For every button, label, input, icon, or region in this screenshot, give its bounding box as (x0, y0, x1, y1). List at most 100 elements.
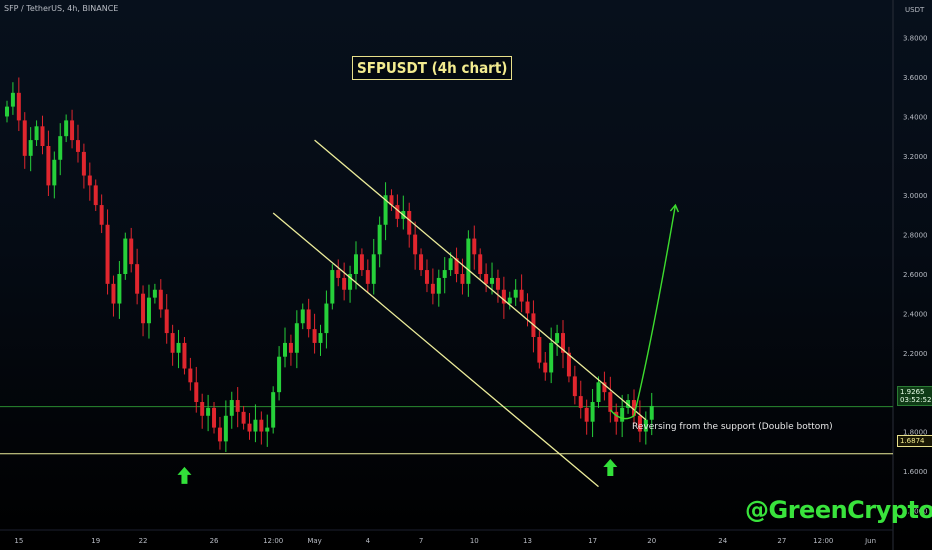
up-arrow-icon (603, 458, 618, 476)
candle-body (188, 368, 193, 383)
candle-body (123, 238, 128, 274)
x-tick-label: Jun (864, 537, 876, 545)
candle-body (146, 297, 151, 324)
candle-body (466, 238, 471, 284)
chart-title: SFPUSDT (4h chart) (352, 56, 513, 80)
watermark: @GreenCrypto (745, 496, 932, 524)
candle-body (300, 309, 305, 324)
candle-body (129, 238, 134, 265)
candle-body (52, 159, 57, 186)
candle-body (501, 289, 506, 304)
channel-upper-line (314, 139, 647, 421)
x-tick-label: 19 (91, 537, 100, 545)
price-axis-unit: USDT (905, 6, 925, 14)
candle-body (206, 407, 211, 416)
x-tick-label: 26 (210, 537, 219, 545)
candle-body (64, 120, 69, 137)
candle-body (513, 289, 518, 298)
x-tick-label: May (307, 537, 321, 545)
candle-body (223, 415, 228, 442)
current-price-value: 1.9265 (900, 388, 925, 396)
double-bottom-annotation: Reversing from the support (Double botto… (632, 422, 833, 432)
up-arrow-icon (177, 466, 192, 484)
candle-body (371, 254, 376, 284)
candle-body (170, 333, 175, 353)
x-tick-label: 17 (588, 537, 597, 545)
candle-body (235, 400, 240, 412)
candle-body (419, 254, 424, 271)
candle-body (442, 270, 447, 278)
y-tick-label: 2.6000 (903, 271, 928, 279)
y-tick-label: 3.0000 (903, 192, 928, 200)
y-tick-label: 2.8000 (903, 232, 928, 240)
candle-body (164, 309, 169, 334)
candle-body (649, 405, 654, 420)
candle-body (200, 402, 205, 416)
candle-body (16, 92, 21, 121)
candle-body (525, 301, 530, 314)
candle-body (407, 210, 412, 235)
y-tick-label: 1.4000 (903, 507, 928, 515)
candle-body (111, 283, 116, 304)
candle-body (614, 411, 619, 422)
y-tick-label: 3.2000 (903, 153, 928, 161)
candle-body (543, 362, 548, 373)
candle-body (294, 323, 299, 353)
candle-body (365, 270, 370, 284)
candle-body (22, 120, 27, 156)
candle-body (519, 289, 524, 302)
candle-body (229, 400, 234, 416)
candle-body (572, 376, 577, 397)
candle-body (537, 337, 542, 363)
candle-body (590, 402, 595, 422)
candle-body (135, 264, 140, 294)
candle-body (495, 277, 500, 290)
candle-body (158, 289, 163, 310)
candle-body (152, 289, 157, 298)
candle-body (342, 277, 347, 290)
candle-body (330, 270, 335, 304)
candle-body (324, 303, 329, 334)
candle-body (283, 342, 288, 357)
candle-body (460, 274, 465, 284)
candle-body (620, 407, 625, 422)
x-tick-label: 24 (718, 537, 727, 545)
candle-body (566, 352, 571, 377)
candle-body (596, 382, 601, 402)
candle-body (70, 120, 75, 141)
candle-body (549, 342, 554, 373)
candle-body (105, 224, 110, 284)
x-tick-label: 27 (777, 537, 786, 545)
candle-body (93, 185, 98, 206)
candle-body (288, 342, 293, 353)
candle-body (389, 195, 394, 206)
candle-body (306, 309, 311, 330)
candle-body (34, 126, 39, 141)
x-tick-label: 12:00 (263, 537, 283, 545)
x-tick-label: 10 (470, 537, 479, 545)
candle-body (348, 274, 353, 290)
candle-body (395, 205, 400, 219)
candle-body (40, 126, 45, 146)
candle-body (259, 419, 264, 432)
candle-body (490, 277, 495, 284)
candle-body (241, 411, 246, 424)
candle-body (454, 258, 459, 274)
candle-body (584, 407, 589, 422)
y-tick-label: 2.2000 (903, 350, 928, 358)
candle-body (265, 427, 270, 432)
candle-body (448, 258, 453, 271)
candle-body (472, 238, 477, 255)
candle-body (643, 419, 648, 432)
y-tick-label: 3.8000 (903, 35, 928, 43)
candle-body (75, 140, 80, 152)
y-tick-label: 1.8000 (903, 429, 928, 437)
candle-body (383, 195, 388, 225)
candle-body (99, 205, 104, 225)
x-tick-label: 4 (366, 537, 371, 545)
x-tick-label: 7 (419, 537, 423, 545)
candle-body (217, 427, 222, 442)
candle-body (117, 274, 122, 304)
candle-body (359, 254, 364, 271)
